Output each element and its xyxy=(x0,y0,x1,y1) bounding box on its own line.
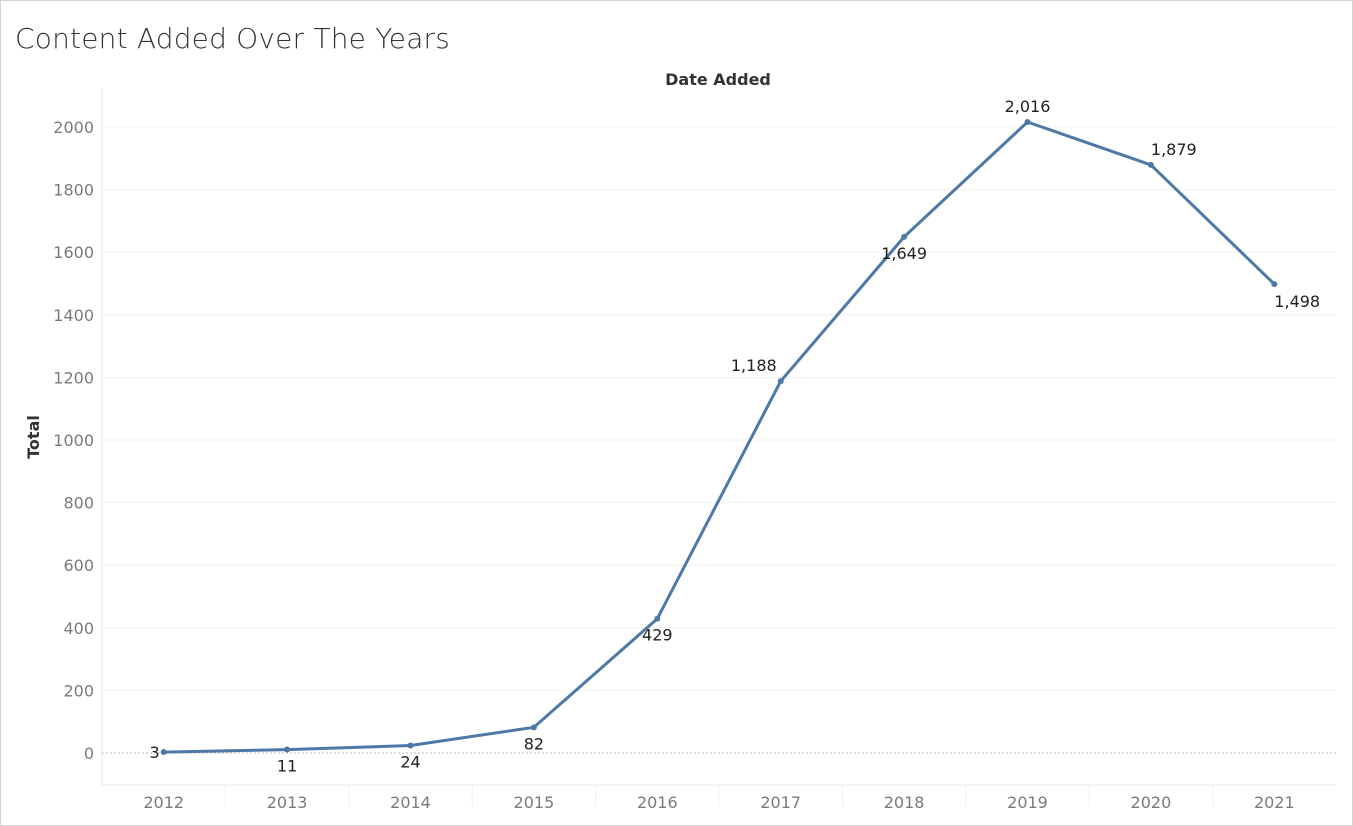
x-tick-label: 2019 xyxy=(1007,793,1048,812)
y-axis-title: Total xyxy=(24,415,43,459)
series-line xyxy=(163,120,1276,754)
y-axis-ticks: 0 200 400 600 800 1000 1200 1400 1600 1800 2000 xyxy=(53,118,94,763)
y-tick-label: 1000 xyxy=(53,431,94,450)
x-tick-label: 2014 xyxy=(390,793,431,812)
x-tick-label: 2020 xyxy=(1131,793,1172,812)
data-point xyxy=(1271,281,1278,288)
data-label: 24 xyxy=(400,752,420,771)
data-point xyxy=(284,746,291,753)
x-axis-header: Date Added xyxy=(665,70,771,89)
data-label: 1,879 xyxy=(1151,140,1197,159)
x-tick-label: 2015 xyxy=(514,793,555,812)
data-point xyxy=(777,378,784,385)
y-tick-label: 2000 xyxy=(53,118,94,137)
data-point xyxy=(407,742,414,749)
y-tick-label: 1200 xyxy=(53,368,94,387)
data-point xyxy=(160,749,167,756)
y-tick-label: 400 xyxy=(63,619,94,638)
data-point xyxy=(530,724,537,731)
x-tick-label: 2021 xyxy=(1254,793,1295,812)
data-point xyxy=(901,233,908,240)
data-label: 1,188 xyxy=(731,356,777,375)
y-tick-label: 0 xyxy=(84,744,94,763)
data-point xyxy=(1024,118,1031,125)
data-label: 11 xyxy=(277,757,297,776)
data-labels: 3 11 24 82 429 1,188 1,649 2,016 1,879 1,498 xyxy=(150,97,1321,776)
data-label: 1,649 xyxy=(881,244,927,263)
data-label: 3 xyxy=(150,743,160,762)
y-tick-label: 600 xyxy=(63,556,94,575)
x-tick-label: 2012 xyxy=(143,793,184,812)
data-point xyxy=(654,615,661,622)
y-tick-label: 1600 xyxy=(53,243,94,262)
gridlines xyxy=(101,88,1336,807)
x-tick-label: 2018 xyxy=(884,793,925,812)
data-label: 2,016 xyxy=(1005,97,1051,116)
data-point xyxy=(1147,161,1154,168)
x-axis-ticks: 2012 2013 2014 2015 2016 2017 2018 2019 2020 2021 xyxy=(143,793,1294,812)
y-tick-label: 800 xyxy=(63,494,94,513)
y-tick-label: 200 xyxy=(63,681,94,700)
y-tick-label: 1800 xyxy=(53,181,94,200)
y-tick-label: 1400 xyxy=(53,306,94,325)
data-label: 82 xyxy=(524,734,544,753)
data-label: 1,498 xyxy=(1274,292,1320,311)
data-label: 429 xyxy=(642,626,673,645)
x-tick-label: 2017 xyxy=(760,793,801,812)
data-points xyxy=(160,118,1278,756)
x-tick-label: 2013 xyxy=(267,793,308,812)
chart-title: Content Added Over The Years xyxy=(15,22,451,55)
x-tick-label: 2016 xyxy=(637,793,678,812)
